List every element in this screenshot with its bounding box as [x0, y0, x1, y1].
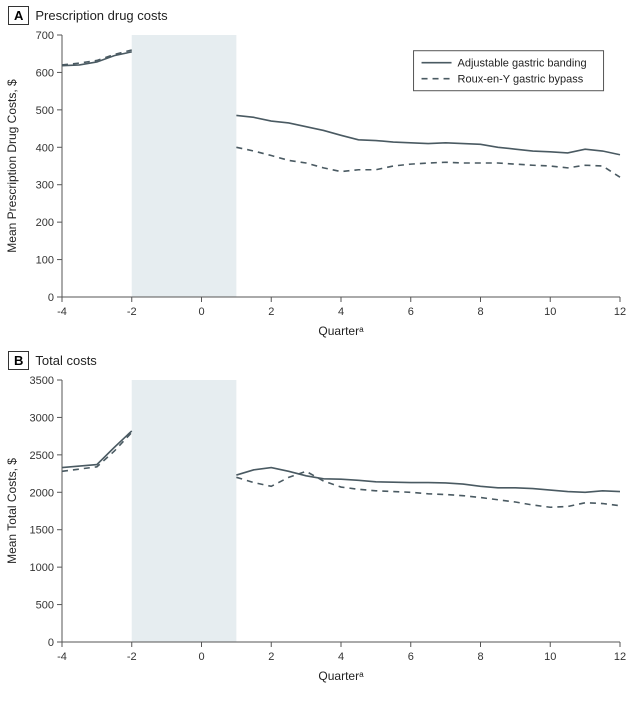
- chart-a: 0 100 200 300 400 500 600 700 -4 -2 0 2 4 6 8 10 12 Quart…: [0, 25, 634, 345]
- y-tick-label: 1500: [30, 525, 54, 537]
- x-tick-label: 8: [477, 651, 483, 663]
- x-tick-label: 10: [544, 651, 556, 663]
- y-tick-label: 300: [36, 180, 54, 192]
- series-line: [236, 468, 620, 493]
- series-line: [62, 432, 132, 471]
- panel-a-badge: A: [8, 6, 29, 25]
- x-tick-label: 12: [614, 306, 626, 318]
- y-tick-label: 400: [36, 142, 54, 154]
- panel-a-header: A Prescription drug costs: [0, 6, 634, 25]
- panel-b-header: B Total costs: [0, 351, 634, 370]
- y-tick-label: 2000: [30, 487, 54, 499]
- x-tick-label: -4: [57, 651, 67, 663]
- y-tick-label: 200: [36, 217, 54, 229]
- shaded-region: [132, 380, 237, 642]
- y-tick-label: 0: [48, 637, 54, 649]
- shaded-region: [132, 35, 237, 297]
- x-tick-label: 2: [268, 651, 274, 663]
- series-line: [62, 431, 132, 468]
- y-tick-label: 1000: [30, 562, 54, 574]
- panel-a: A Prescription drug costs 01002003004005…: [0, 6, 634, 345]
- x-tick-label: 8: [477, 306, 483, 318]
- panel-b-badge: B: [8, 351, 29, 370]
- panel-b: B Total costs 0 500 1000 1500 2000 2500 3000 35…: [0, 351, 634, 690]
- y-axis-title: Mean Total Costs, $: [5, 458, 19, 564]
- x-tick-label: 6: [408, 651, 414, 663]
- panel-a-title: Prescription drug costs: [35, 8, 167, 23]
- series-line: [236, 471, 620, 507]
- y-tick-label: 3000: [30, 412, 54, 424]
- x-tick-label: -2: [127, 306, 137, 318]
- figure-root: A Prescription drug costs 01002003004005…: [0, 6, 634, 708]
- x-axis-title: Quarterᵃ: [318, 324, 364, 338]
- x-tick-label: 0: [198, 651, 204, 663]
- series-line: [236, 115, 620, 154]
- x-axis-title: Quarterᵃ: [318, 669, 364, 683]
- y-tick-label: 2500: [30, 450, 54, 462]
- y-axis-title: Mean Prescription Drug Costs, $: [5, 79, 19, 253]
- x-tick-label: 12: [614, 651, 626, 663]
- x-tick-label: 4: [338, 651, 344, 663]
- x-tick-label: 0: [198, 306, 204, 318]
- y-tick-label: 3500: [30, 375, 54, 387]
- y-tick-label: 0: [48, 292, 54, 304]
- x-tick-label: 4: [338, 306, 344, 318]
- legend-label: Roux-en-Y gastric bypass: [458, 74, 584, 86]
- y-tick-label: 600: [36, 67, 54, 79]
- panel-b-title: Total costs: [35, 353, 96, 368]
- legend-label: Adjustable gastric banding: [458, 58, 587, 70]
- x-tick-label: 6: [408, 306, 414, 318]
- x-tick-label: 10: [544, 306, 556, 318]
- y-tick-label: 100: [36, 255, 54, 267]
- series-line: [62, 52, 132, 66]
- chart-b: 0 500 1000 1500 2000 2500 3000 3500 -4 -2 0 2 4 6 8 10 1…: [0, 370, 634, 690]
- x-tick-label: 2: [268, 306, 274, 318]
- y-tick-label: 500: [36, 105, 54, 117]
- y-tick-label: 700: [36, 30, 54, 42]
- x-tick-label: -4: [57, 306, 67, 318]
- y-tick-label: 500: [36, 600, 54, 612]
- x-tick-label: -2: [127, 651, 137, 663]
